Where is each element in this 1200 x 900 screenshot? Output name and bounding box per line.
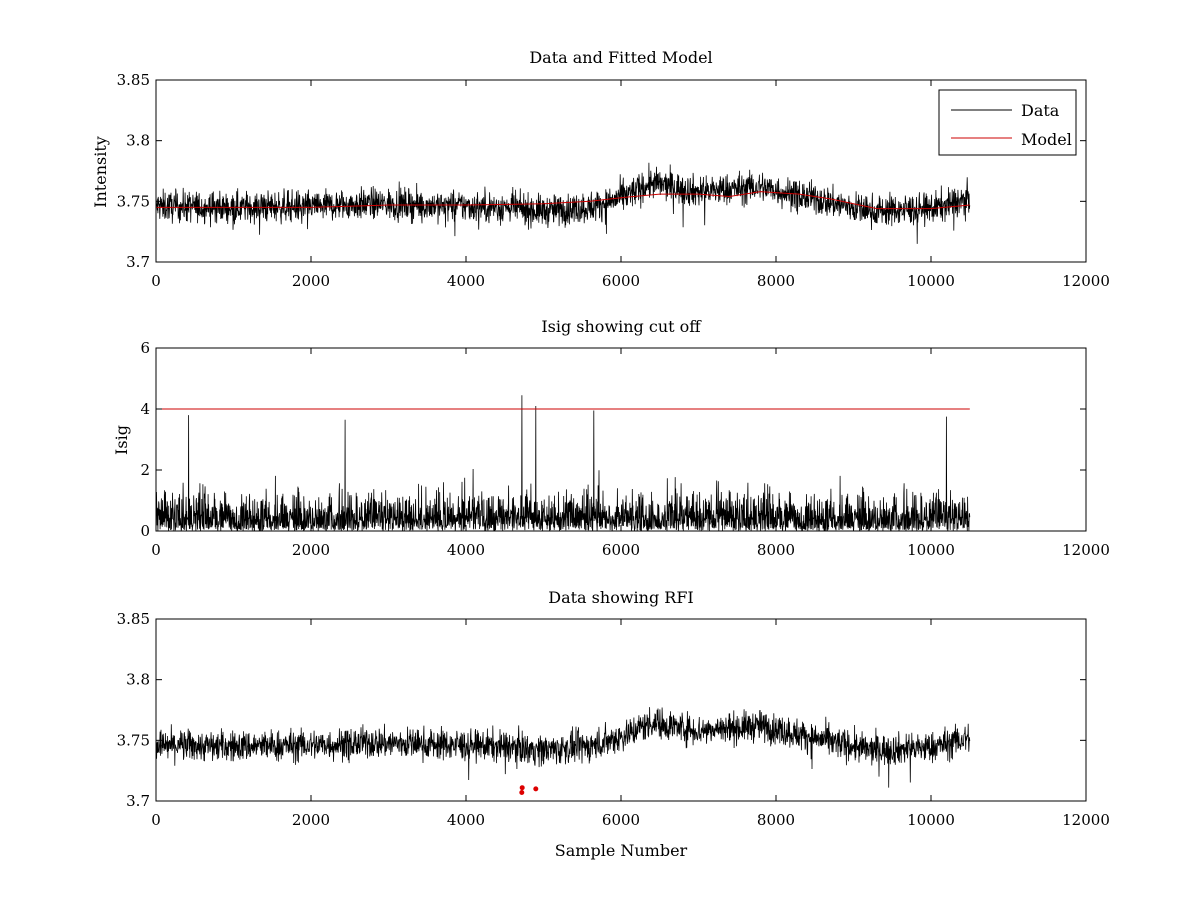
x-tick-label: 12000: [1062, 272, 1110, 290]
x-tick-label: 2000: [292, 272, 330, 290]
x-tick-label: 2000: [292, 541, 330, 559]
y-tick-label: 4: [140, 400, 150, 418]
x-tick-label: 8000: [757, 541, 795, 559]
y-tick-label: 3.75: [117, 192, 150, 210]
panel1-series-data: [155, 162, 971, 244]
y-tick-label: 3.7: [126, 792, 150, 810]
panel-rfi: Data showing RFI Sample Number 0 2000 4000…: [117, 588, 1110, 860]
x-tick-label: 12000: [1062, 811, 1110, 829]
x-tick-label: 4000: [447, 272, 485, 290]
y-tick-label: 2: [140, 461, 150, 479]
x-tick-label: 6000: [602, 541, 640, 559]
y-tick-label: 3.7: [126, 253, 150, 271]
x-tick-label: 10000: [907, 541, 955, 559]
x-tick-label: 12000: [1062, 541, 1110, 559]
panel1-legend: Data Model: [938, 89, 1077, 156]
x-tick-label: 10000: [907, 811, 955, 829]
y-tick-label: 3.85: [117, 71, 150, 89]
x-tick-label: 0: [151, 541, 161, 559]
panel2-plot-area: 0 2000 4000 6000 8000 10000 12000 0 2 4 6: [140, 339, 1109, 559]
panel3-series-data: [155, 707, 971, 788]
panel2-title: Isig showing cut off: [541, 317, 702, 336]
x-tick-label: 0: [151, 272, 161, 290]
x-tick-label: 4000: [447, 811, 485, 829]
legend-box: [938, 89, 1077, 156]
rfi-marker: [519, 785, 525, 791]
panel3-plot-area: 0 2000 4000 6000 8000 10000 12000 3.7 3.75 3.8 3.8…: [117, 610, 1110, 829]
y-tick-label: 3.8: [126, 671, 150, 689]
panel1-plot-area: 0 2000 4000 6000 8000 10000 12000 3.7 3.75 3.8 3.8…: [117, 71, 1110, 290]
rfi-marker: [533, 786, 539, 792]
y-tick-label: 3.85: [117, 610, 150, 628]
panel3-xlabel: Sample Number: [555, 841, 688, 860]
panel3-title: Data showing RFI: [548, 588, 693, 607]
x-tick-label: 0: [151, 811, 161, 829]
x-tick-label: 6000: [602, 272, 640, 290]
rfi-marker: [519, 790, 525, 795]
y-tick-label: 0: [140, 522, 150, 540]
x-tick-label: 2000: [292, 811, 330, 829]
panel-isig: Isig showing cut off Isig 0 2000 4000 6000 8…: [112, 317, 1110, 559]
x-tick-label: 10000: [907, 272, 955, 290]
y-tick-label: 3.75: [117, 731, 150, 749]
panel2-ylabel: Isig: [112, 425, 131, 455]
x-tick-label: 4000: [447, 541, 485, 559]
legend-model-label: Model: [1021, 130, 1072, 149]
x-tick-label: 8000: [757, 811, 795, 829]
y-tick-label: 6: [140, 339, 150, 357]
panel-data-and-model: Data and Fitted Model Intensity 0 2000 400…: [91, 48, 1110, 290]
legend-data-label: Data: [1021, 101, 1060, 120]
y-tick-label: 3.8: [126, 132, 150, 150]
panel1-ylabel: Intensity: [91, 136, 110, 208]
panel1-title: Data and Fitted Model: [529, 48, 712, 67]
panel2-series-isig: [155, 395, 971, 532]
x-tick-label: 8000: [757, 272, 795, 290]
panel1-series-model: [156, 191, 970, 210]
x-tick-label: 6000: [602, 811, 640, 829]
